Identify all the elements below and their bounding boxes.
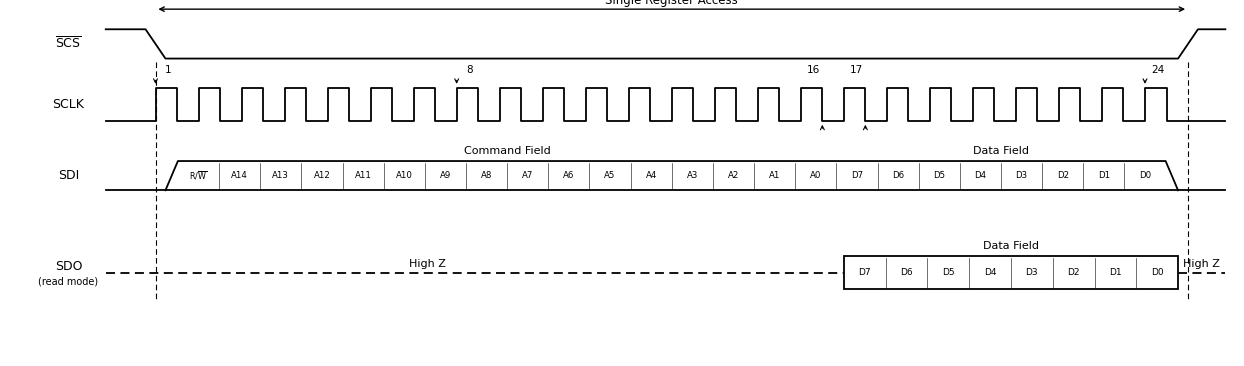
Text: A7: A7 [522, 171, 534, 180]
Text: A2: A2 [728, 171, 739, 180]
Text: D6: D6 [892, 171, 904, 180]
Text: 1: 1 [165, 65, 172, 75]
Text: D3: D3 [1025, 268, 1039, 277]
Text: A8: A8 [481, 171, 493, 180]
Text: A13: A13 [272, 171, 289, 180]
Text: A12: A12 [313, 171, 331, 180]
Text: $\overline{\rm SCS}$: $\overline{\rm SCS}$ [55, 36, 82, 52]
Text: D1: D1 [1098, 171, 1110, 180]
Text: A14: A14 [231, 171, 248, 180]
Text: A9: A9 [440, 171, 452, 180]
Text: A6: A6 [564, 171, 575, 180]
Text: SDO: SDO [55, 259, 82, 273]
Text: A1: A1 [769, 171, 780, 180]
Text: Data Field: Data Field [973, 146, 1029, 156]
Text: Command Field: Command Field [464, 146, 551, 156]
Text: A3: A3 [687, 171, 698, 180]
Text: D5: D5 [942, 268, 954, 277]
Text: D7: D7 [851, 171, 863, 180]
Text: D0: D0 [1151, 268, 1163, 277]
Text: Single Register Access: Single Register Access [606, 0, 738, 7]
Text: SCLK: SCLK [52, 98, 85, 111]
Text: 8: 8 [466, 65, 473, 75]
Text: R/$\overline{\rm W}$: R/$\overline{\rm W}$ [189, 169, 208, 182]
Bar [843, 256, 1178, 289]
Text: D2: D2 [1067, 268, 1080, 277]
Text: 17: 17 [850, 65, 863, 75]
Text: D3: D3 [1015, 171, 1028, 180]
Text: A0: A0 [810, 171, 821, 180]
Text: D7: D7 [858, 268, 871, 277]
Text: Data Field: Data Field [983, 241, 1039, 251]
Text: D2: D2 [1056, 171, 1069, 180]
Text: High Z: High Z [1183, 258, 1220, 269]
Text: 16: 16 [807, 65, 820, 75]
Text: A11: A11 [355, 171, 372, 180]
Text: A5: A5 [605, 171, 616, 180]
Text: High Z: High Z [409, 258, 445, 269]
Text: SDI: SDI [57, 169, 80, 182]
Text: 24: 24 [1151, 65, 1164, 75]
Text: D6: D6 [901, 268, 913, 277]
Text: A4: A4 [646, 171, 657, 180]
Text: D4: D4 [984, 268, 996, 277]
Text: D1: D1 [1110, 268, 1122, 277]
Text: D0: D0 [1140, 171, 1151, 180]
Text: D5: D5 [933, 171, 945, 180]
Text: D4: D4 [974, 171, 986, 180]
Text: A10: A10 [396, 171, 413, 180]
Text: (read mode): (read mode) [39, 277, 98, 287]
